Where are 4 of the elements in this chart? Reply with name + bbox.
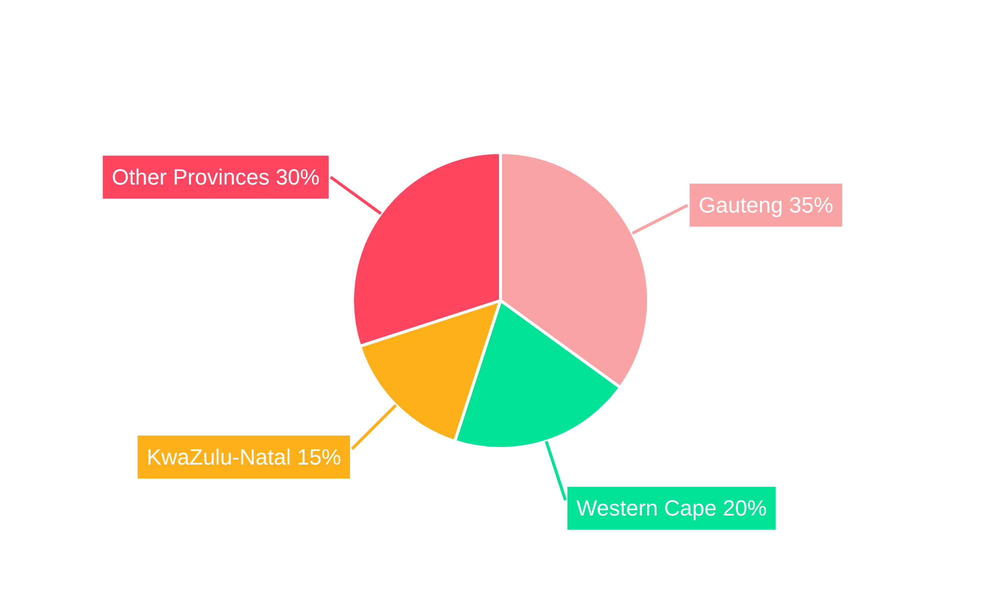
slice-label: Other Provinces 30% [112, 164, 320, 190]
slice-label: KwaZulu-Natal 15% [146, 444, 342, 470]
slice-label: Gauteng 35% [698, 192, 834, 218]
slice-label: Western Cape 20% [576, 496, 767, 521]
